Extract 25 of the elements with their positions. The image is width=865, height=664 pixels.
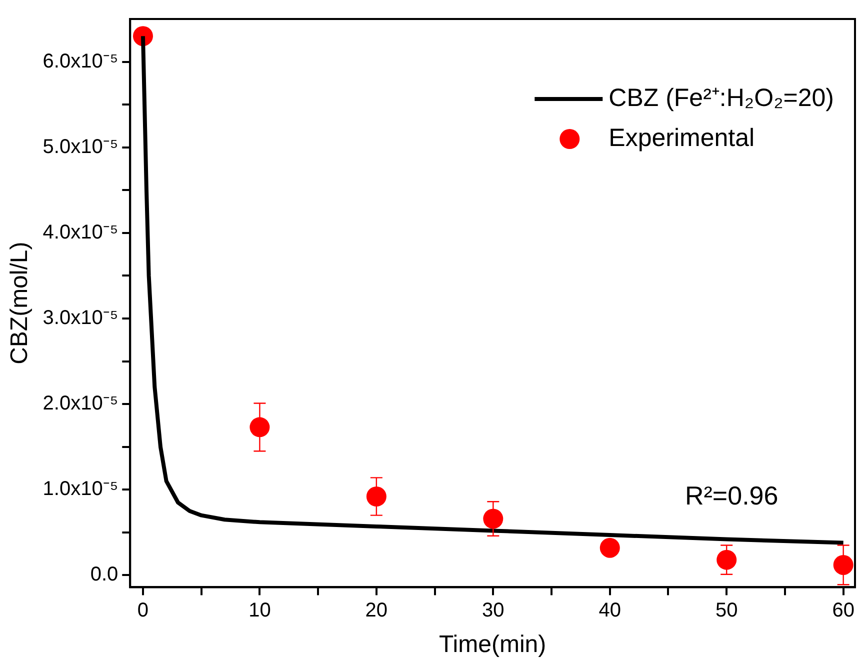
y-tick-label: 5.0x10⁻⁵ <box>42 136 118 158</box>
point <box>716 550 737 570</box>
point <box>483 508 504 529</box>
y-axis-title: CBZ(mol/L) <box>6 242 34 364</box>
x-tick-label: 40 <box>598 600 622 622</box>
y-tick-label: 1.0x10⁻⁵ <box>42 478 118 500</box>
point <box>366 486 386 506</box>
x-tick-label: 50 <box>715 600 738 622</box>
legend-label: Experimental <box>608 124 755 152</box>
legend-label: CBZ (Fe²⁺:H₂O₂=20) <box>608 84 834 112</box>
y-tick-label: 2.0x10⁻⁵ <box>42 392 118 415</box>
y-tick-label: 0.0 <box>90 564 118 586</box>
annotation: R²=0.96 <box>685 480 778 510</box>
x-tick-label: 30 <box>482 600 504 622</box>
point <box>833 554 854 575</box>
x-tick-label: 0 <box>137 600 149 622</box>
point <box>250 417 270 438</box>
y-tick-label: 3.0x10⁻⁵ <box>42 307 118 330</box>
x-axis-title: Time(min) <box>439 631 546 658</box>
y-tick-label: 4.0x10⁻⁵ <box>42 221 118 244</box>
x-tick-label: 20 <box>365 600 388 622</box>
x-tick-label: 60 <box>832 600 854 622</box>
x-tick-label: 10 <box>248 600 271 622</box>
point <box>600 538 620 558</box>
y-tick-label: 6.0x10⁻⁵ <box>42 50 118 72</box>
